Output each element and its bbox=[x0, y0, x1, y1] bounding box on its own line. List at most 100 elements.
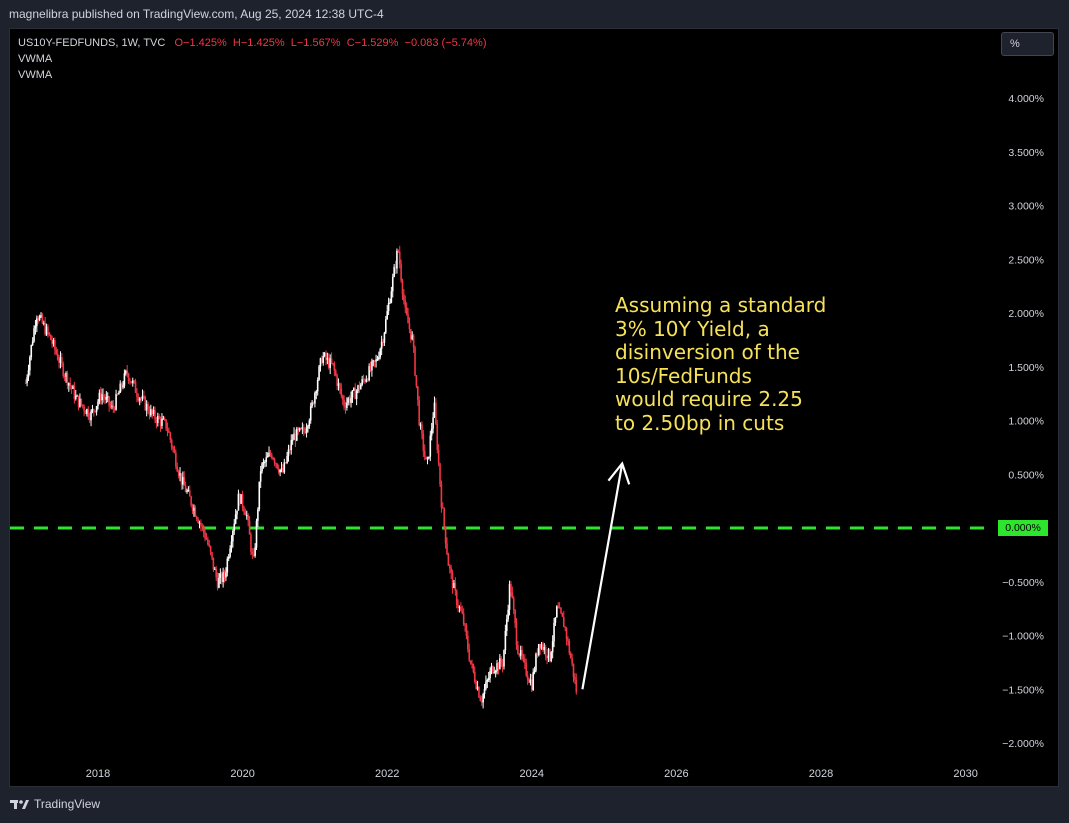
price-bar-body bbox=[108, 396, 110, 406]
price-bar-body bbox=[371, 361, 373, 371]
price-bar-body bbox=[359, 384, 362, 390]
price-bar-body bbox=[115, 394, 117, 410]
price-bar-body bbox=[180, 473, 183, 485]
price-bar-body bbox=[36, 318, 38, 326]
price-bar-body bbox=[385, 319, 387, 333]
price-bar-body bbox=[230, 541, 233, 549]
price-bar-body bbox=[504, 630, 507, 651]
price-bar-body bbox=[512, 598, 515, 611]
chart-legend: US10Y-FEDFUNDS, 1W, TVC O−1.425% H−1.425… bbox=[18, 35, 486, 83]
price-bar-body bbox=[204, 532, 206, 539]
tradingview-brand: TradingView bbox=[34, 797, 101, 811]
y-tick-label: 0.500% bbox=[1008, 469, 1044, 481]
chart-panel[interactable] bbox=[9, 28, 1059, 787]
price-bar-body bbox=[188, 489, 191, 497]
price-bar-body bbox=[98, 392, 101, 402]
price-bar-body bbox=[398, 251, 401, 265]
price-bar-body bbox=[497, 663, 500, 670]
price-bar-body bbox=[76, 395, 78, 397]
price-bar-body bbox=[486, 679, 489, 682]
price-bar-body bbox=[369, 366, 372, 371]
price-bar-body bbox=[49, 334, 52, 340]
price-bar-body bbox=[556, 606, 558, 618]
price-bar-body bbox=[166, 428, 169, 431]
price-bar-body bbox=[430, 428, 433, 436]
price-bar-body bbox=[330, 358, 333, 364]
price-bar-body bbox=[37, 318, 40, 321]
price-bar-body bbox=[106, 396, 109, 398]
price-bar-body bbox=[408, 323, 411, 330]
price-bar-body bbox=[48, 332, 51, 335]
price-bar-body bbox=[412, 335, 415, 348]
price-bar-body bbox=[168, 430, 170, 433]
price-bar-body bbox=[159, 418, 162, 426]
y-tick-label: −2.000% bbox=[1002, 738, 1044, 750]
price-bar-body bbox=[440, 484, 443, 508]
price-bar-body bbox=[289, 449, 291, 451]
price-bar-body bbox=[529, 679, 532, 683]
price-bar-body bbox=[503, 650, 505, 667]
y-tick-label: 3.500% bbox=[1008, 147, 1044, 159]
price-bar-body bbox=[176, 466, 179, 472]
price-bar-body bbox=[341, 395, 344, 400]
price-bar-body bbox=[514, 610, 516, 624]
price-bar-body bbox=[251, 551, 254, 555]
price-bar-body bbox=[340, 388, 343, 396]
price-bar-body bbox=[287, 449, 290, 457]
price-bar-body bbox=[540, 644, 543, 649]
price-bar-body bbox=[378, 357, 380, 360]
price-bar-body bbox=[154, 410, 156, 420]
price-bar-body bbox=[223, 572, 226, 578]
price-bar-body bbox=[308, 420, 311, 427]
price-bar-body bbox=[479, 697, 482, 702]
price-bar-body bbox=[414, 347, 416, 376]
price-bar-body bbox=[329, 358, 331, 368]
price-bar-body bbox=[524, 658, 526, 663]
price-bar-body bbox=[279, 469, 281, 473]
price-bar-body bbox=[59, 357, 62, 363]
price-bar-body bbox=[245, 515, 248, 517]
price-bar-body bbox=[47, 326, 49, 333]
percent-scale-button[interactable]: % bbox=[1001, 32, 1054, 56]
price-bar-body bbox=[455, 590, 458, 605]
price-bar-body bbox=[74, 395, 77, 400]
price-bar-body bbox=[565, 628, 568, 640]
price-bar-body bbox=[147, 403, 149, 412]
indicator-vwma-2[interactable]: VWMA bbox=[18, 69, 53, 81]
price-bar-body bbox=[353, 388, 355, 391]
price-bar-body bbox=[483, 688, 486, 695]
price-bar-body bbox=[467, 635, 469, 650]
price-bar-body bbox=[407, 314, 409, 324]
price-bar-body bbox=[321, 358, 323, 363]
price-bar-body bbox=[318, 366, 320, 380]
price-bar-body bbox=[457, 604, 459, 608]
price-bar-body bbox=[464, 624, 466, 626]
price-bar-body bbox=[389, 302, 391, 304]
price-bar-body bbox=[69, 383, 71, 386]
price-bar-body bbox=[63, 375, 66, 377]
annotation-text[interactable]: Assuming a standard 3% 10Y Yield, a disi… bbox=[615, 293, 827, 435]
price-bar-body bbox=[257, 509, 259, 521]
price-bar-body bbox=[454, 582, 457, 591]
price-bar-body bbox=[337, 383, 340, 386]
price-bar-body bbox=[268, 452, 270, 457]
top-bar: magnelibra published on TradingView.com,… bbox=[0, 0, 1069, 28]
price-bar-body bbox=[183, 476, 186, 486]
price-bar-body bbox=[193, 507, 195, 511]
price-bar-body bbox=[236, 510, 238, 515]
price-bar-body bbox=[325, 353, 327, 360]
price-bar-body bbox=[567, 639, 569, 641]
price-bar-body bbox=[197, 519, 199, 524]
indicator-vwma-1[interactable]: VWMA bbox=[18, 53, 53, 65]
price-bar-body bbox=[182, 476, 184, 485]
price-bar-body bbox=[291, 439, 294, 441]
price-bar-body bbox=[539, 643, 541, 649]
price-bar-body bbox=[519, 649, 522, 656]
price-bar-body bbox=[30, 345, 33, 358]
price-bar-body bbox=[460, 606, 462, 611]
tradingview-logo[interactable]: TradingView bbox=[10, 797, 100, 811]
price-bar-body bbox=[316, 379, 319, 392]
symbol-label[interactable]: US10Y-FEDFUNDS, 1W, TVC bbox=[18, 37, 166, 49]
y-tick-label: 3.000% bbox=[1008, 201, 1044, 213]
